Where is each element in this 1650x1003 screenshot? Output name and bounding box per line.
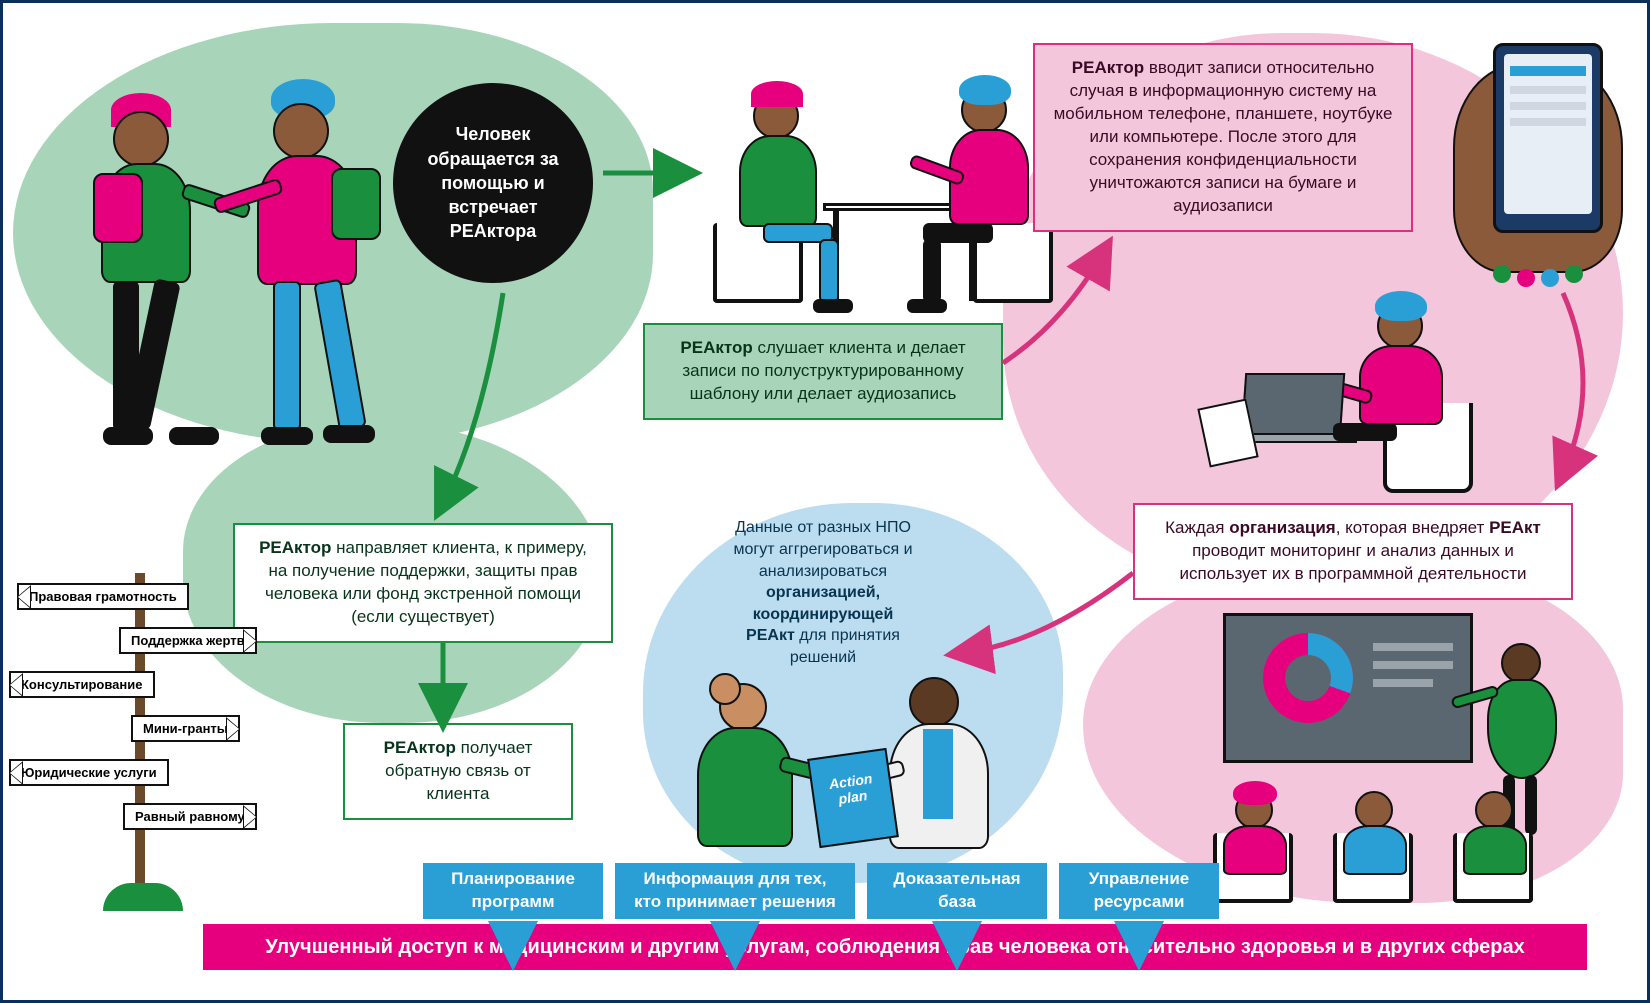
- outcome-text: Улучшенный доступ к медицинским и другим…: [265, 936, 1524, 959]
- step3-box: РЕАктор вводит записи относительно случа…: [1033, 43, 1413, 232]
- blue-box-1: Информация для тех, кто принимает решени…: [615, 863, 855, 919]
- step-feedback-box: РЕАктор получает обратную связь от клиен…: [343, 723, 573, 820]
- sign-5: Равный равному: [123, 803, 257, 830]
- blue-box-2: Доказательная база: [867, 863, 1047, 919]
- illus-interview: [673, 63, 1053, 323]
- step-refer-box: РЕАктор направляет клиента, к примеру, н…: [233, 523, 613, 643]
- blue-box-0: Планирование программ: [423, 863, 603, 919]
- outcome-bar: Улучшенный доступ к медицинским и другим…: [203, 924, 1587, 970]
- blue-box-0-text: Планирование программ: [441, 868, 585, 914]
- step-feedback-text: РЕАктор получает обратную связь от клиен…: [384, 738, 533, 803]
- step1-text: Человек обращается за помощью и встречае…: [413, 122, 573, 243]
- illus-phone-hand: [1433, 33, 1633, 283]
- step3-text: РЕАктор вводит записи относительно случа…: [1054, 58, 1393, 215]
- sign-4: Юридические услуги: [9, 759, 169, 786]
- sign-2: Консультирование: [9, 671, 155, 698]
- sign-0: Правовая грамотность: [17, 583, 189, 610]
- step4-text: Каждая организация, которая внедряет РЕА…: [1165, 518, 1541, 583]
- illus-presentation: [1173, 613, 1613, 913]
- signpost: Правовая грамотность Поддержка жертв Кон…: [23, 573, 253, 933]
- sign-1: Поддержка жертв: [119, 627, 257, 654]
- step-refer-text: РЕАктор направляет клиента, к примеру, н…: [259, 538, 587, 626]
- illus-action-plan: Action plan: [653, 673, 1033, 893]
- folder-label: Action plan: [828, 770, 873, 807]
- blue-box-3-text: Управление ресурсами: [1077, 868, 1201, 914]
- blue-box-2-text: Доказательная база: [885, 868, 1029, 914]
- infographic-canvas: Человек обращается за помощью и встречае…: [3, 3, 1647, 1000]
- illus-person-reactor-1: [213, 73, 393, 463]
- step5-text: Данные от разных НПО могут аггрегировать…: [728, 517, 918, 668]
- illus-laptop-person: [1183, 283, 1483, 503]
- blue-box-1-text: Информация для тех, кто принимает решени…: [633, 868, 837, 914]
- step1-black-circle: Человек обращается за помощью и встречае…: [393, 83, 593, 283]
- step4-box: Каждая организация, которая внедряет РЕА…: [1133, 503, 1573, 600]
- blue-box-3: Управление ресурсами: [1059, 863, 1219, 919]
- sign-3: Мини-гранты: [131, 715, 240, 742]
- step2-box: РЕАктор слушает клиента и делает записи …: [643, 323, 1003, 420]
- step2-text: РЕАктор слушает клиента и делает записи …: [680, 338, 965, 403]
